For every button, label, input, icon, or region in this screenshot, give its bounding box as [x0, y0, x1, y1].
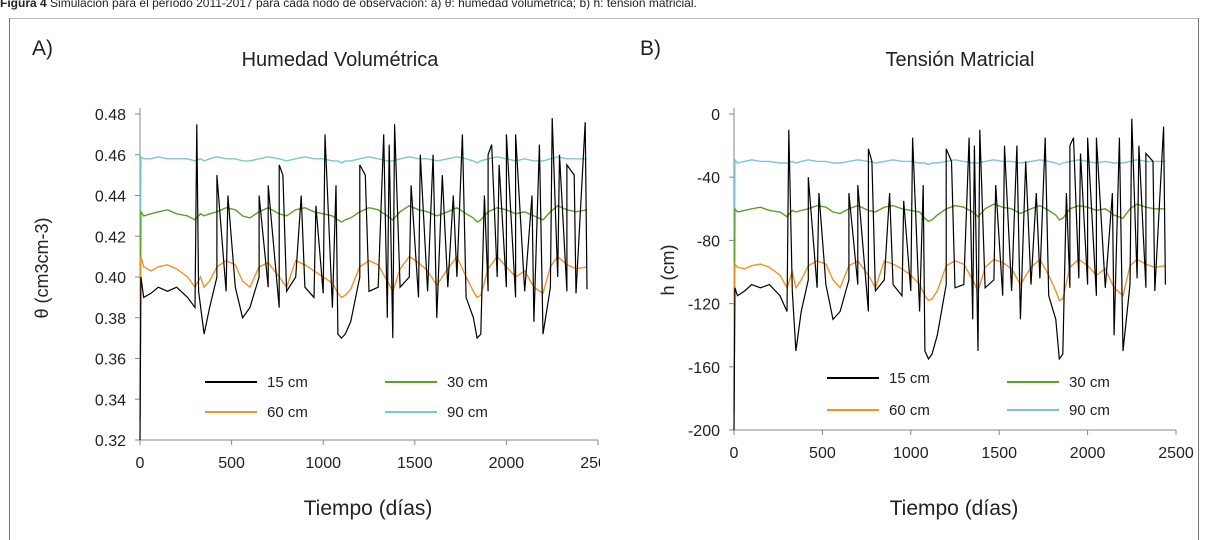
y-tick-label: 0.48	[95, 107, 126, 124]
series-line-60cm	[139, 255, 588, 420]
x-tick-label: 2500	[580, 455, 600, 472]
x-axis-label-a: Tiempo (días)	[304, 497, 433, 520]
y-axis-label-b: h (cm)	[658, 245, 678, 296]
series-line-15cm	[139, 118, 588, 441]
x-tick-label: 1500	[397, 455, 433, 472]
x-tick-label: 1000	[305, 455, 341, 472]
y-tick-label: -40	[697, 170, 720, 187]
legend-label-30cm: 30 cm	[1069, 374, 1110, 391]
series-line-30cm	[733, 203, 1166, 399]
y-tick-label: 0.42	[95, 229, 126, 246]
legend-label-30cm: 30 cm	[447, 374, 488, 391]
chart-title-a: Humedad Volumétrica	[242, 49, 440, 71]
x-axis-label-b: Tiempo (días)	[890, 497, 1019, 520]
y-tick-label: 0.32	[95, 433, 126, 450]
figure-frame-right	[1198, 18, 1199, 540]
y-tick-label: 0.44	[95, 189, 126, 206]
series-line-30cm	[139, 204, 588, 400]
legend-label-60cm: 60 cm	[267, 404, 308, 421]
y-tick-label: 0.40	[95, 270, 126, 287]
legend-label-15cm: 15 cm	[267, 374, 308, 391]
figure-frame-top	[9, 18, 1199, 19]
legend-label-15cm: 15 cm	[889, 370, 930, 387]
x-tick-label: 0	[730, 445, 739, 462]
x-tick-label: 2000	[1070, 445, 1106, 462]
panel-label-b: B)	[640, 37, 661, 60]
y-tick-label: -200	[688, 423, 720, 440]
legend-label-90cm: 90 cm	[447, 404, 488, 421]
chart-title-b: Tensión Matricial	[886, 49, 1035, 71]
x-tick-label: 500	[809, 445, 836, 462]
y-tick-label: 0.36	[95, 352, 126, 369]
figure-caption: Figura 4 Simulación para el período 2011…	[0, 0, 1206, 10]
y-tick-label: 0	[711, 107, 720, 124]
panel-label-a: A)	[32, 37, 53, 60]
y-tick-label: 0.34	[95, 392, 126, 409]
x-tick-label: 1000	[893, 445, 929, 462]
series-line-90cm	[733, 157, 1166, 383]
y-tick-label: 0.46	[95, 148, 126, 165]
figure-caption-text: Simulación para el período 2011-2017 par…	[50, 0, 697, 10]
series-line-15cm	[733, 118, 1166, 431]
figure-frame-left	[9, 18, 10, 540]
x-tick-label: 500	[218, 455, 245, 472]
y-tick-label: 0.38	[95, 311, 126, 328]
chart-tension-matricial: B) Tensión Matricial -200 -160 -120 -80 -40 0 0 5…	[640, 37, 1194, 520]
x-tick-label: 1500	[981, 445, 1017, 462]
y-tick-label: -160	[688, 360, 720, 377]
y-tick-label: -120	[688, 297, 720, 314]
y-tick-label: -80	[697, 233, 720, 250]
chart-humedad-volumetrica: A) Humedad Volumétrica 0.32 0.34 0.36 0.38 0.4…	[32, 37, 600, 520]
series-line-90cm	[139, 155, 587, 379]
x-tick-label: 2500	[1158, 445, 1194, 462]
figure-caption-label: Figura 4	[0, 0, 47, 10]
y-axis-label-a: θ (cm3cm-3)	[32, 217, 52, 318]
legend-label-90cm: 90 cm	[1069, 402, 1110, 419]
x-tick-label: 2000	[489, 455, 525, 472]
x-tick-label: 0	[136, 455, 145, 472]
series-line-60cm	[733, 258, 1166, 415]
legend-label-60cm: 60 cm	[889, 402, 930, 419]
